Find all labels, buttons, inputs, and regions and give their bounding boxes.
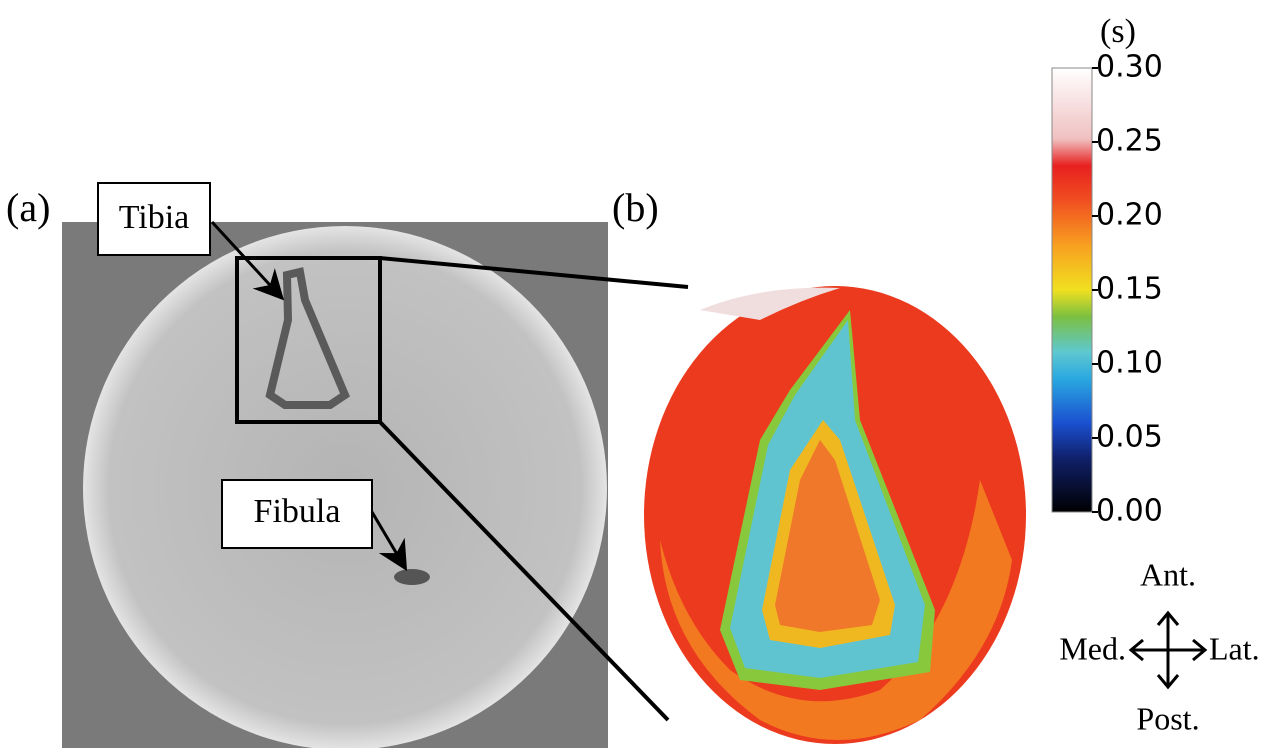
orientation-label: Ant. (1140, 556, 1196, 592)
orientation-label: Post. (1136, 700, 1199, 736)
panel-label: (a) (6, 185, 50, 230)
colorbar-unit: (s) (1100, 13, 1136, 50)
orientation-label: Med. (1059, 630, 1126, 666)
orientation-cross (1131, 613, 1205, 687)
panel-label: (b) (612, 185, 659, 230)
figure: Tibia Fibula (a) (b) (s) Ant. Post. Med.… (0, 0, 1285, 748)
annotation: Tibia (119, 199, 190, 236)
tick-label: 0.25 (1096, 124, 1163, 159)
fibula (394, 569, 430, 585)
tick-label: 0.30 (1096, 50, 1163, 85)
tick-label: 0.15 (1096, 272, 1163, 307)
tick-label: 0.05 (1096, 420, 1163, 455)
tick-label: 0.20 (1096, 198, 1163, 233)
colorbar (1052, 68, 1092, 512)
tick-label: 0.00 (1096, 494, 1163, 529)
tick-label: 0.10 (1096, 346, 1163, 381)
orientation-label: Lat. (1209, 630, 1260, 666)
annotation: Fibula (254, 493, 341, 530)
